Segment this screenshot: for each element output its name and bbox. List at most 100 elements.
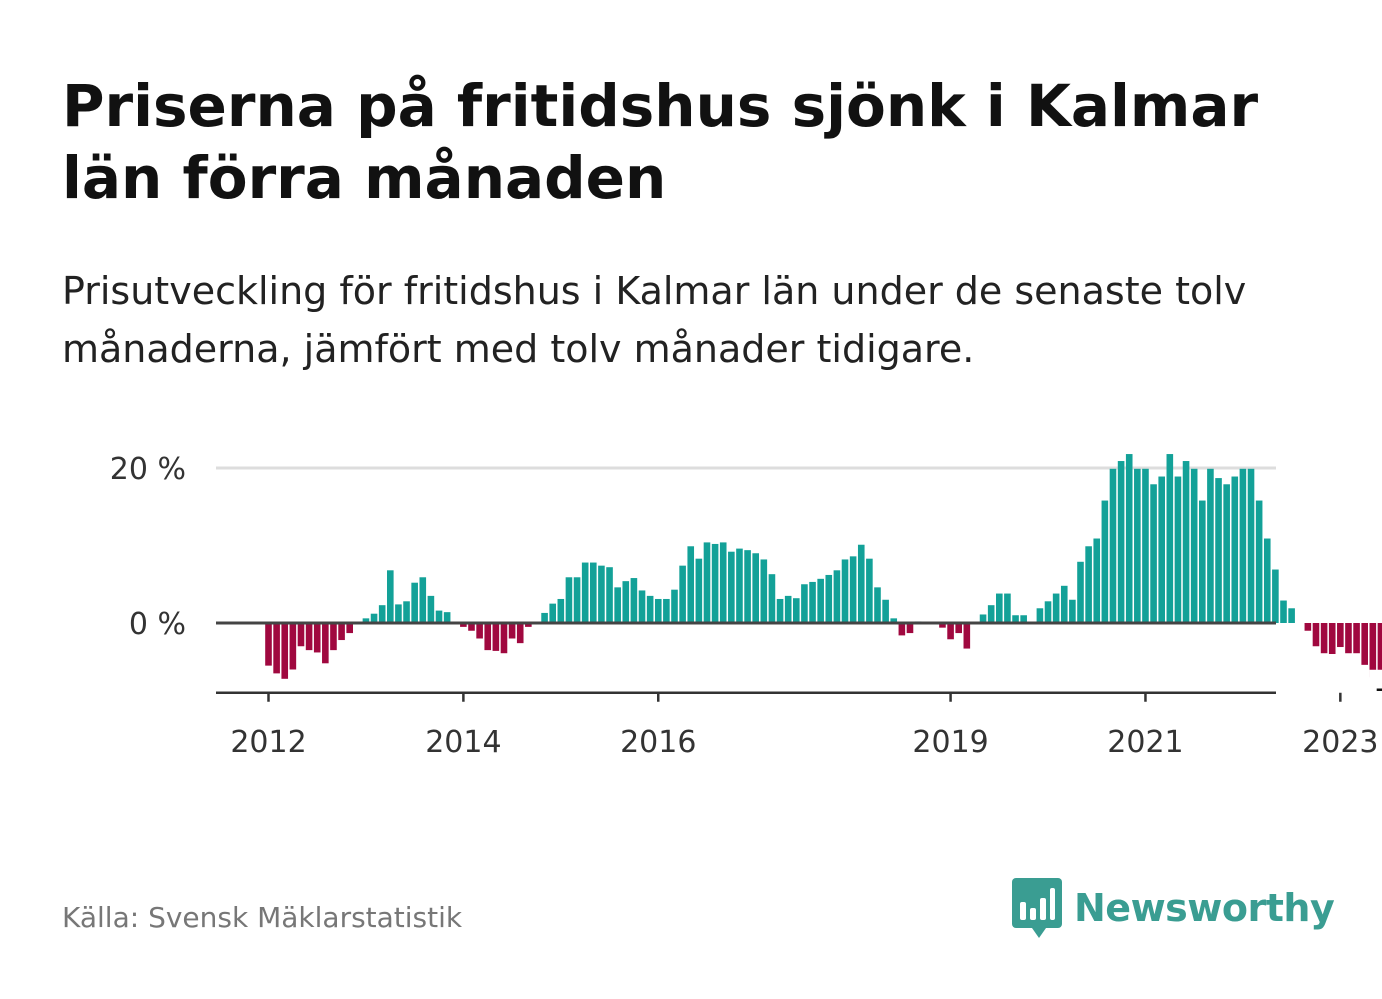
- bar: [1239, 468, 1247, 623]
- y-tick-label: 20 %: [110, 452, 186, 487]
- axis-layer: [216, 621, 1342, 702]
- bar: [557, 598, 565, 623]
- bar: [711, 543, 719, 623]
- brand-logo[interactable]: Newsworthy: [1012, 878, 1335, 938]
- bar: [654, 598, 662, 623]
- bar: [890, 618, 898, 623]
- bar: [687, 546, 695, 623]
- bar: [1223, 484, 1230, 623]
- bar: [1085, 546, 1092, 623]
- bar: [1012, 615, 1019, 623]
- bar: [744, 550, 751, 623]
- bar: [703, 542, 711, 623]
- brand-name: Newsworthy: [1074, 886, 1335, 930]
- bar: [1125, 454, 1133, 623]
- bar: [760, 559, 768, 623]
- bar: [297, 623, 305, 647]
- bar: [395, 604, 402, 623]
- bar: [1101, 500, 1109, 623]
- last-value-label: −5 %: [1374, 672, 1382, 707]
- bar: [874, 587, 881, 623]
- bar: [1190, 468, 1198, 623]
- bar: [1345, 623, 1352, 654]
- x-tick-label: 2023: [1302, 725, 1378, 760]
- bar: [849, 556, 857, 623]
- bar: [776, 598, 784, 623]
- bar: [525, 623, 532, 627]
- bar: [403, 601, 410, 623]
- bar: [581, 562, 589, 623]
- bar: [1004, 593, 1011, 623]
- bar: [273, 623, 280, 674]
- bar: [460, 623, 467, 627]
- bar: [427, 595, 435, 624]
- bar: [825, 574, 833, 623]
- bar: [955, 623, 962, 634]
- bar: [468, 623, 475, 631]
- source-note: Källa: Svensk Mäklarstatistik: [62, 901, 463, 934]
- bar: [1280, 600, 1287, 623]
- bar: [947, 623, 954, 640]
- bar: [939, 623, 946, 628]
- bar: [338, 623, 345, 641]
- bar: [646, 595, 654, 624]
- bar: [1231, 476, 1239, 623]
- bar-chart: 0 % 20 % 2012 2014 2016 2019 2021 2023 −5 %: [110, 452, 1382, 760]
- x-tick-label: 2019: [912, 725, 988, 760]
- bar: [857, 544, 865, 623]
- bar: [1134, 468, 1141, 623]
- bar: [801, 584, 808, 623]
- bar: [1288, 608, 1295, 623]
- bar: [1369, 623, 1377, 678]
- bar: [622, 581, 630, 623]
- bar: [768, 574, 776, 623]
- x-tick-label: 2016: [620, 725, 696, 760]
- bar: [541, 612, 548, 624]
- bar: [1174, 476, 1182, 623]
- bar: [1052, 593, 1060, 623]
- bar: [679, 565, 686, 623]
- bar: [809, 581, 816, 623]
- bar: [671, 589, 678, 623]
- bar: [630, 578, 638, 623]
- bar: [1044, 601, 1052, 623]
- newsworthy-logo-icon: [1012, 878, 1062, 938]
- x-tick-label: 2012: [230, 725, 306, 760]
- bar: [500, 623, 508, 654]
- bar: [1060, 585, 1068, 623]
- bars-layer: [265, 454, 1382, 679]
- bar: [1109, 468, 1117, 623]
- bar: [492, 623, 500, 651]
- bar: [1036, 608, 1044, 623]
- bar: [1117, 461, 1125, 623]
- bar: [1255, 500, 1263, 623]
- bar: [1207, 468, 1214, 623]
- bar: [370, 613, 378, 623]
- bar: [1093, 538, 1101, 623]
- bar: [590, 562, 597, 623]
- last-value-backdrop: [1369, 669, 1382, 704]
- bar: [614, 587, 621, 623]
- bar: [573, 577, 581, 624]
- bar: [265, 623, 272, 666]
- bar: [305, 623, 313, 651]
- labels-layer: 0 % 20 % 2012 2014 2016 2019 2021 2023 −5 %: [110, 452, 1382, 760]
- bar: [784, 595, 792, 624]
- bar: [443, 612, 451, 623]
- bar: [362, 618, 370, 623]
- bar: [1215, 478, 1222, 623]
- bar: [289, 623, 297, 670]
- bar: [1020, 615, 1027, 623]
- bar: [387, 570, 394, 623]
- bar: [1182, 461, 1190, 623]
- bar: [1328, 623, 1336, 654]
- bar: [411, 582, 418, 623]
- bar: [1263, 538, 1271, 623]
- bar: [1166, 454, 1174, 623]
- bar: [419, 577, 427, 624]
- bar: [1199, 500, 1206, 623]
- bar: [719, 542, 727, 623]
- bar: [1312, 623, 1320, 647]
- bar: [606, 567, 613, 623]
- x-tick-label: 2014: [425, 725, 501, 760]
